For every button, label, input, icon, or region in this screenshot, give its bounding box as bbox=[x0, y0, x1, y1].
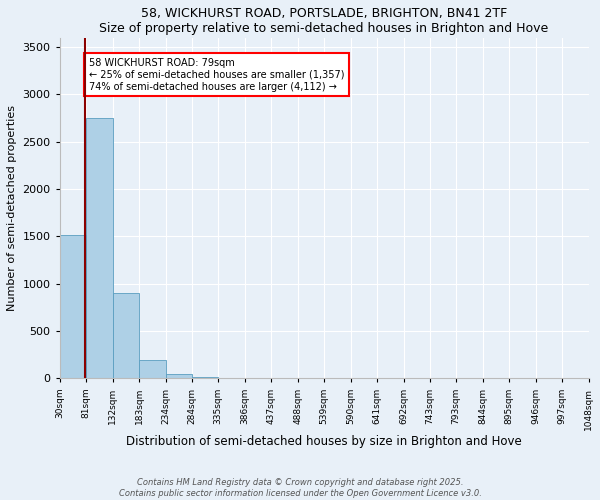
Bar bbox=[86, 118, 113, 378]
Y-axis label: Number of semi-detached properties: Number of semi-detached properties bbox=[7, 105, 17, 311]
X-axis label: Distribution of semi-detached houses by size in Brighton and Hove: Distribution of semi-detached houses by … bbox=[126, 435, 522, 448]
Text: 58 WICKHURST ROAD: 79sqm
← 25% of semi-detached houses are smaller (1,357)
74% o: 58 WICKHURST ROAD: 79sqm ← 25% of semi-d… bbox=[89, 58, 344, 92]
Bar bbox=[166, 374, 191, 378]
Bar bbox=[139, 360, 166, 378]
Text: Contains HM Land Registry data © Crown copyright and database right 2025.
Contai: Contains HM Land Registry data © Crown c… bbox=[119, 478, 481, 498]
Title: 58, WICKHURST ROAD, PORTSLADE, BRIGHTON, BN41 2TF
Size of property relative to s: 58, WICKHURST ROAD, PORTSLADE, BRIGHTON,… bbox=[100, 7, 549, 35]
Bar bbox=[59, 236, 86, 378]
Bar bbox=[113, 293, 139, 378]
Bar bbox=[191, 376, 218, 378]
